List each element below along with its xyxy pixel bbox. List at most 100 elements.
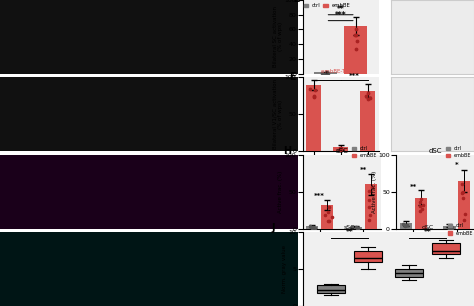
Point [366, 213, 374, 218]
Bar [360, 91, 375, 151]
Text: H: H [283, 146, 292, 156]
Bar [365, 184, 377, 229]
Point [365, 198, 373, 203]
Point [352, 225, 360, 230]
Bar [321, 205, 333, 229]
Text: **: ** [360, 167, 367, 173]
Text: ***: *** [349, 73, 360, 79]
Bar [345, 26, 367, 74]
Legend: ctrl, embBE: ctrl, embBE [351, 144, 380, 160]
Point [365, 205, 373, 210]
Point [326, 204, 333, 209]
Bar [400, 223, 412, 229]
Point [352, 33, 359, 38]
Text: **: ** [346, 228, 353, 237]
Point [460, 189, 467, 194]
Point [337, 148, 345, 153]
Legend: ctrl, embBE: ctrl, embBE [444, 144, 473, 160]
Text: **: ** [410, 184, 417, 190]
Point [418, 196, 425, 201]
Bar [306, 85, 321, 151]
Point [337, 148, 345, 153]
Text: *: * [325, 70, 329, 79]
Point [324, 218, 331, 223]
Point [321, 213, 328, 218]
Point [325, 71, 332, 76]
Point [404, 222, 411, 227]
Point [353, 39, 361, 43]
Point [460, 195, 467, 200]
Y-axis label: Active frac. (%): Active frac. (%) [372, 170, 377, 213]
Text: *: * [455, 162, 459, 168]
Bar [458, 181, 471, 229]
Point [448, 226, 456, 231]
Point [311, 88, 319, 92]
Point [448, 225, 456, 230]
Y-axis label: Norm. gray value: Norm. gray value [283, 245, 287, 293]
Point [401, 223, 409, 228]
Point [365, 188, 373, 193]
Point [322, 71, 329, 76]
Point [353, 33, 360, 38]
Point [325, 218, 333, 223]
Point [352, 47, 360, 52]
PathPatch shape [317, 285, 345, 293]
Legend: ctrl, embBE: ctrl, embBE [446, 222, 474, 238]
Point [337, 146, 345, 151]
Point [310, 94, 318, 99]
Point [461, 211, 468, 216]
Point [310, 93, 318, 98]
Point [446, 226, 453, 231]
Point [325, 210, 332, 215]
PathPatch shape [394, 269, 423, 277]
Point [306, 223, 314, 228]
Point [311, 226, 319, 230]
Text: embBE-TTX SC: embBE-TTX SC [320, 69, 361, 74]
Point [366, 96, 374, 101]
Title: dSC: dSC [428, 148, 442, 155]
Point [310, 225, 317, 230]
Point [417, 199, 424, 204]
Point [323, 70, 331, 75]
Text: sSC: sSC [344, 225, 355, 230]
Point [318, 71, 326, 76]
Y-axis label: Bilateral SC activation
(% of wps): Bilateral SC activation (% of wps) [273, 6, 283, 67]
Y-axis label: Active frac. (%): Active frac. (%) [278, 170, 283, 213]
Point [336, 145, 344, 150]
Point [419, 203, 427, 208]
Point [416, 204, 424, 209]
PathPatch shape [432, 243, 460, 254]
Point [461, 218, 468, 222]
Point [353, 226, 360, 230]
Text: ***: *** [335, 11, 346, 20]
Bar [415, 198, 427, 229]
Point [306, 87, 314, 91]
Point [368, 185, 376, 190]
Bar [333, 147, 348, 151]
Bar [350, 227, 362, 229]
Point [458, 181, 466, 186]
Point [352, 26, 360, 31]
Point [355, 226, 362, 230]
Point [416, 208, 424, 213]
Point [348, 225, 356, 230]
Legend: ctrl, embBE: ctrl, embBE [301, 1, 353, 10]
Text: J: J [272, 223, 275, 233]
Text: **: ** [337, 5, 345, 14]
Y-axis label: Bilateral V1/SC activation
(% of wps): Bilateral V1/SC activation (% of wps) [273, 79, 283, 149]
Point [354, 225, 362, 230]
Point [307, 224, 314, 229]
Point [362, 94, 369, 99]
Point [364, 96, 372, 101]
Point [365, 91, 372, 95]
Text: E: E [289, 72, 296, 81]
Point [399, 221, 406, 226]
Text: dSC: dSC [421, 225, 433, 230]
Text: **: ** [423, 228, 431, 237]
Point [458, 190, 465, 195]
Text: B: B [293, 0, 301, 4]
Point [419, 207, 426, 212]
Bar [443, 226, 456, 229]
Title: sSC: sSC [335, 148, 348, 155]
Point [401, 222, 409, 227]
